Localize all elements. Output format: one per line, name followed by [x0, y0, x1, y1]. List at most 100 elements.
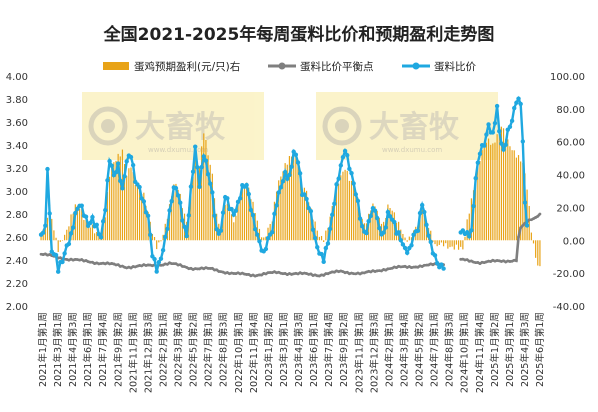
profit-bar — [515, 157, 517, 241]
balance-point — [133, 265, 137, 269]
balance-point — [487, 259, 490, 263]
profit-bar — [226, 203, 228, 241]
ratio-point — [349, 170, 354, 176]
ratio-point — [94, 222, 99, 227]
balance-point — [298, 271, 302, 275]
ratio-point — [143, 210, 149, 215]
x-tick-label: 2023年4月第3周 — [293, 312, 305, 387]
balance-point — [373, 270, 377, 273]
ratio-point — [190, 169, 196, 174]
ratio-point — [473, 176, 478, 181]
ratio-point — [282, 169, 288, 175]
profit-bar — [487, 138, 490, 241]
balance-point — [362, 271, 366, 275]
x-tick-label: 2022年11月第4周 — [248, 312, 260, 393]
balance-point — [303, 271, 306, 275]
profit-bar — [530, 232, 532, 241]
balance-point — [341, 270, 345, 274]
profit-bar — [387, 204, 389, 241]
y-right-tick-label: 0.00 — [563, 236, 585, 247]
balance-point — [313, 273, 317, 277]
profit-bar — [520, 161, 522, 241]
profit-bar — [224, 205, 226, 241]
profit-bar — [211, 173, 213, 241]
ratio-point — [501, 147, 506, 152]
ratio-point — [364, 230, 369, 236]
y-left-tick-label: 2.60 — [6, 233, 28, 244]
balance-point — [219, 270, 223, 274]
profit-bar — [505, 138, 507, 241]
profit-bar — [263, 237, 265, 241]
ratio-point — [400, 242, 406, 247]
profit-bar — [190, 184, 192, 241]
balance-point — [382, 268, 386, 271]
ratio-point — [417, 210, 423, 216]
ratio-point — [306, 205, 311, 211]
profit-bar — [475, 178, 477, 241]
x-tick-label: 2023年1月第2周 — [263, 312, 275, 387]
ratio-point — [248, 207, 254, 213]
ratio-point — [404, 250, 410, 256]
ratio-point — [173, 185, 179, 191]
balance-point — [465, 258, 469, 262]
balance-point — [519, 226, 523, 230]
balance-point — [307, 272, 311, 276]
balance-point — [418, 264, 422, 268]
balance-point — [251, 273, 255, 277]
profit-bar — [123, 164, 126, 241]
balance-point — [472, 260, 475, 264]
ratio-point — [486, 122, 491, 127]
balance-point — [422, 263, 426, 267]
balance-point — [324, 272, 328, 276]
y-right-tick-label: -20.00 — [553, 269, 585, 280]
balance-point — [189, 266, 193, 270]
balance-point — [510, 259, 514, 263]
profit-bar — [198, 167, 201, 241]
profit-bar — [297, 161, 299, 241]
ratio-point — [345, 153, 350, 158]
profit-bar — [168, 204, 171, 241]
profit-bar — [81, 209, 83, 241]
ratio-point — [205, 172, 211, 177]
profit-bar — [318, 236, 321, 241]
profit-bar — [457, 240, 460, 250]
profit-bar — [440, 240, 443, 243]
balance-point — [80, 258, 84, 261]
legend-ratio-marker — [412, 62, 420, 70]
profit-bar — [293, 150, 295, 241]
balance-point — [270, 271, 274, 275]
balance-point — [294, 271, 298, 275]
profit-bar — [119, 156, 121, 241]
y-right-tick-label: -40.00 — [553, 302, 585, 313]
ratio-point — [225, 196, 230, 201]
ratio-point — [297, 171, 303, 176]
balance-point — [103, 262, 107, 266]
ratio-point — [141, 199, 147, 204]
balance-point — [296, 272, 300, 276]
profit-bar — [517, 155, 520, 241]
balance-point — [347, 272, 351, 276]
ratio-point — [257, 238, 262, 244]
balance-point — [292, 272, 296, 276]
balance-point — [315, 274, 319, 278]
ratio-point — [98, 234, 104, 240]
ratio-point — [68, 231, 74, 236]
y-left-tick-label: 3.00 — [6, 187, 28, 198]
ratio-point — [124, 159, 129, 164]
profit-bar — [91, 224, 94, 241]
profit-bar — [528, 205, 530, 241]
balance-point — [414, 265, 418, 269]
profit-bar — [241, 185, 243, 241]
balance-point — [183, 265, 186, 268]
balance-point — [367, 269, 371, 273]
ratio-point — [383, 225, 388, 230]
balance-point — [337, 270, 341, 274]
ratio-point — [432, 253, 438, 258]
profit-bar — [335, 184, 338, 241]
balance-point — [311, 274, 315, 277]
balance-point — [71, 258, 75, 262]
balance-point — [384, 268, 388, 272]
balance-point — [217, 270, 221, 273]
ratio-point — [47, 211, 52, 216]
x-tick-label: 2025年6月第1周 — [534, 312, 546, 387]
